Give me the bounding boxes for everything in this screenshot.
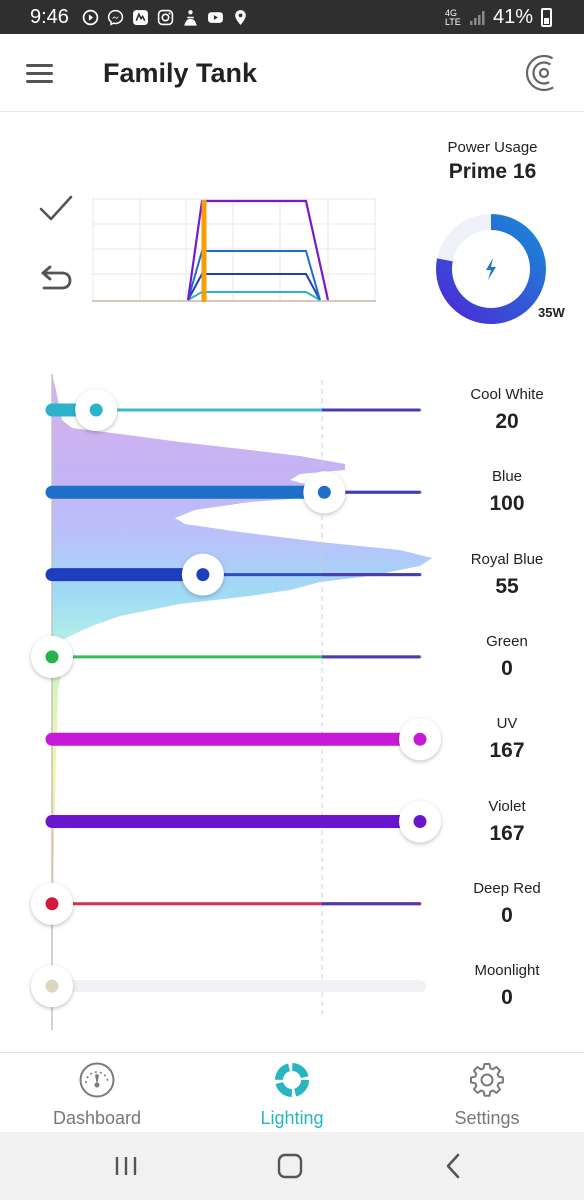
bottom-navigation: Dashboard Lighting Settings bbox=[0, 1052, 584, 1132]
slider-uv[interactable] bbox=[45, 718, 441, 761]
back-icon[interactable] bbox=[438, 1150, 470, 1182]
power-device-name: Prime 16 bbox=[448, 160, 537, 183]
channel-value-moonlight[interactable]: 0 bbox=[501, 986, 513, 1010]
slider-knob-dot bbox=[89, 403, 103, 417]
gauge-arc bbox=[436, 214, 546, 324]
notification-icons bbox=[82, 9, 249, 26]
spectrum-panel bbox=[31, 374, 441, 1030]
gear-icon bbox=[470, 1063, 504, 1097]
schedule-curve-cool-white bbox=[187, 291, 321, 301]
slider-knob-dot bbox=[45, 650, 59, 664]
slider-knob-dot bbox=[413, 732, 427, 746]
channel-name-moonlight: Moonlight bbox=[474, 962, 540, 980]
slider-cool-white[interactable] bbox=[45, 389, 422, 431]
home-icon[interactable] bbox=[274, 1150, 306, 1182]
slider-blue[interactable] bbox=[45, 471, 422, 514]
nav-label-dashboard: Dashboard bbox=[52, 1108, 142, 1128]
slider-knob-dot bbox=[413, 815, 427, 828]
slider-knob-dot bbox=[317, 485, 331, 499]
instagram-icon bbox=[157, 9, 174, 26]
schedule-curve-uv bbox=[186, 199, 330, 301]
checkmark-icon[interactable] bbox=[38, 192, 74, 224]
messenger-icon bbox=[107, 9, 124, 26]
channel-sliders bbox=[31, 389, 441, 1008]
slider-royal-blue[interactable] bbox=[45, 553, 422, 596]
channel-value-cool-white[interactable]: 20 bbox=[495, 410, 519, 433]
slider-knob-dot bbox=[45, 979, 59, 993]
wireless-signal-icon[interactable] bbox=[525, 54, 563, 92]
status-bar: 9:46 4G LTE 41% bbox=[0, 0, 584, 34]
light-schedule-chart[interactable] bbox=[92, 198, 376, 304]
network-type-label: 4G LTE bbox=[444, 7, 461, 27]
schedule-grid bbox=[92, 198, 376, 302]
channel-name-green: Green bbox=[486, 632, 528, 650]
recents-icon[interactable] bbox=[110, 1150, 142, 1182]
nav-settings[interactable]: Settings bbox=[390, 1053, 584, 1133]
status-right: 4G LTE 41% bbox=[445, 6, 552, 29]
schedule-curve-royal-blue bbox=[187, 273, 321, 301]
slider-knob-dot bbox=[196, 568, 210, 582]
figure-notification-icon bbox=[184, 10, 197, 26]
slider-moonlight[interactable] bbox=[31, 965, 426, 1008]
channel-name-blue: Blue bbox=[491, 468, 523, 486]
slider-green[interactable] bbox=[31, 635, 422, 678]
youtube-icon bbox=[208, 12, 223, 23]
location-icon bbox=[235, 10, 246, 25]
schedule-curve-blue bbox=[187, 250, 321, 301]
page-title: Family Tank bbox=[103, 58, 258, 88]
channel-name-violet: Violet bbox=[488, 797, 526, 815]
channel-name-royal-blue: Royal Blue bbox=[470, 550, 544, 568]
app-notification-icon bbox=[133, 10, 148, 25]
signal-strength-icon bbox=[469, 11, 485, 25]
app-header: Family Tank bbox=[0, 34, 584, 112]
system-navigation-bar bbox=[0, 1132, 584, 1200]
power-usage-label: Power Usage bbox=[447, 139, 538, 156]
power-usage-gauge bbox=[436, 214, 546, 324]
channel-value-deep-red[interactable]: 0 bbox=[501, 903, 513, 927]
battery-icon bbox=[541, 8, 552, 27]
slider-violet[interactable] bbox=[45, 800, 441, 843]
channel-name-uv: UV bbox=[496, 715, 518, 733]
slider-knob-dot bbox=[45, 897, 59, 911]
channel-value-blue[interactable]: 100 bbox=[489, 492, 525, 516]
nav-dashboard[interactable]: Dashboard bbox=[0, 1053, 194, 1133]
battery-percent: 41% bbox=[492, 6, 533, 28]
channel-name-deep-red: Deep Red bbox=[473, 879, 541, 897]
gauge-icon bbox=[79, 1062, 115, 1098]
channel-value-royal-blue[interactable]: 55 bbox=[495, 574, 519, 598]
channel-name-cool-white: Cool White bbox=[470, 386, 544, 403]
media-notification-icon bbox=[82, 9, 99, 26]
channel-value-violet[interactable]: 167 bbox=[489, 821, 525, 845]
status-time: 9:46 bbox=[30, 6, 69, 28]
spectrum-tail bbox=[52, 650, 64, 960]
hamburger-menu-icon[interactable] bbox=[26, 64, 53, 84]
lightning-bolt-icon bbox=[486, 258, 496, 280]
lighting-ring-icon bbox=[275, 1063, 309, 1097]
nav-lighting[interactable]: Lighting bbox=[195, 1053, 389, 1133]
nav-label-lighting: Lighting bbox=[260, 1108, 324, 1128]
channel-value-uv[interactable]: 167 bbox=[489, 739, 525, 763]
slider-deep-red[interactable] bbox=[31, 882, 422, 925]
channel-value-green[interactable]: 0 bbox=[501, 656, 513, 680]
undo-icon[interactable] bbox=[40, 262, 74, 292]
nav-label-settings: Settings bbox=[454, 1108, 520, 1128]
power-watts: 35W bbox=[538, 305, 565, 320]
